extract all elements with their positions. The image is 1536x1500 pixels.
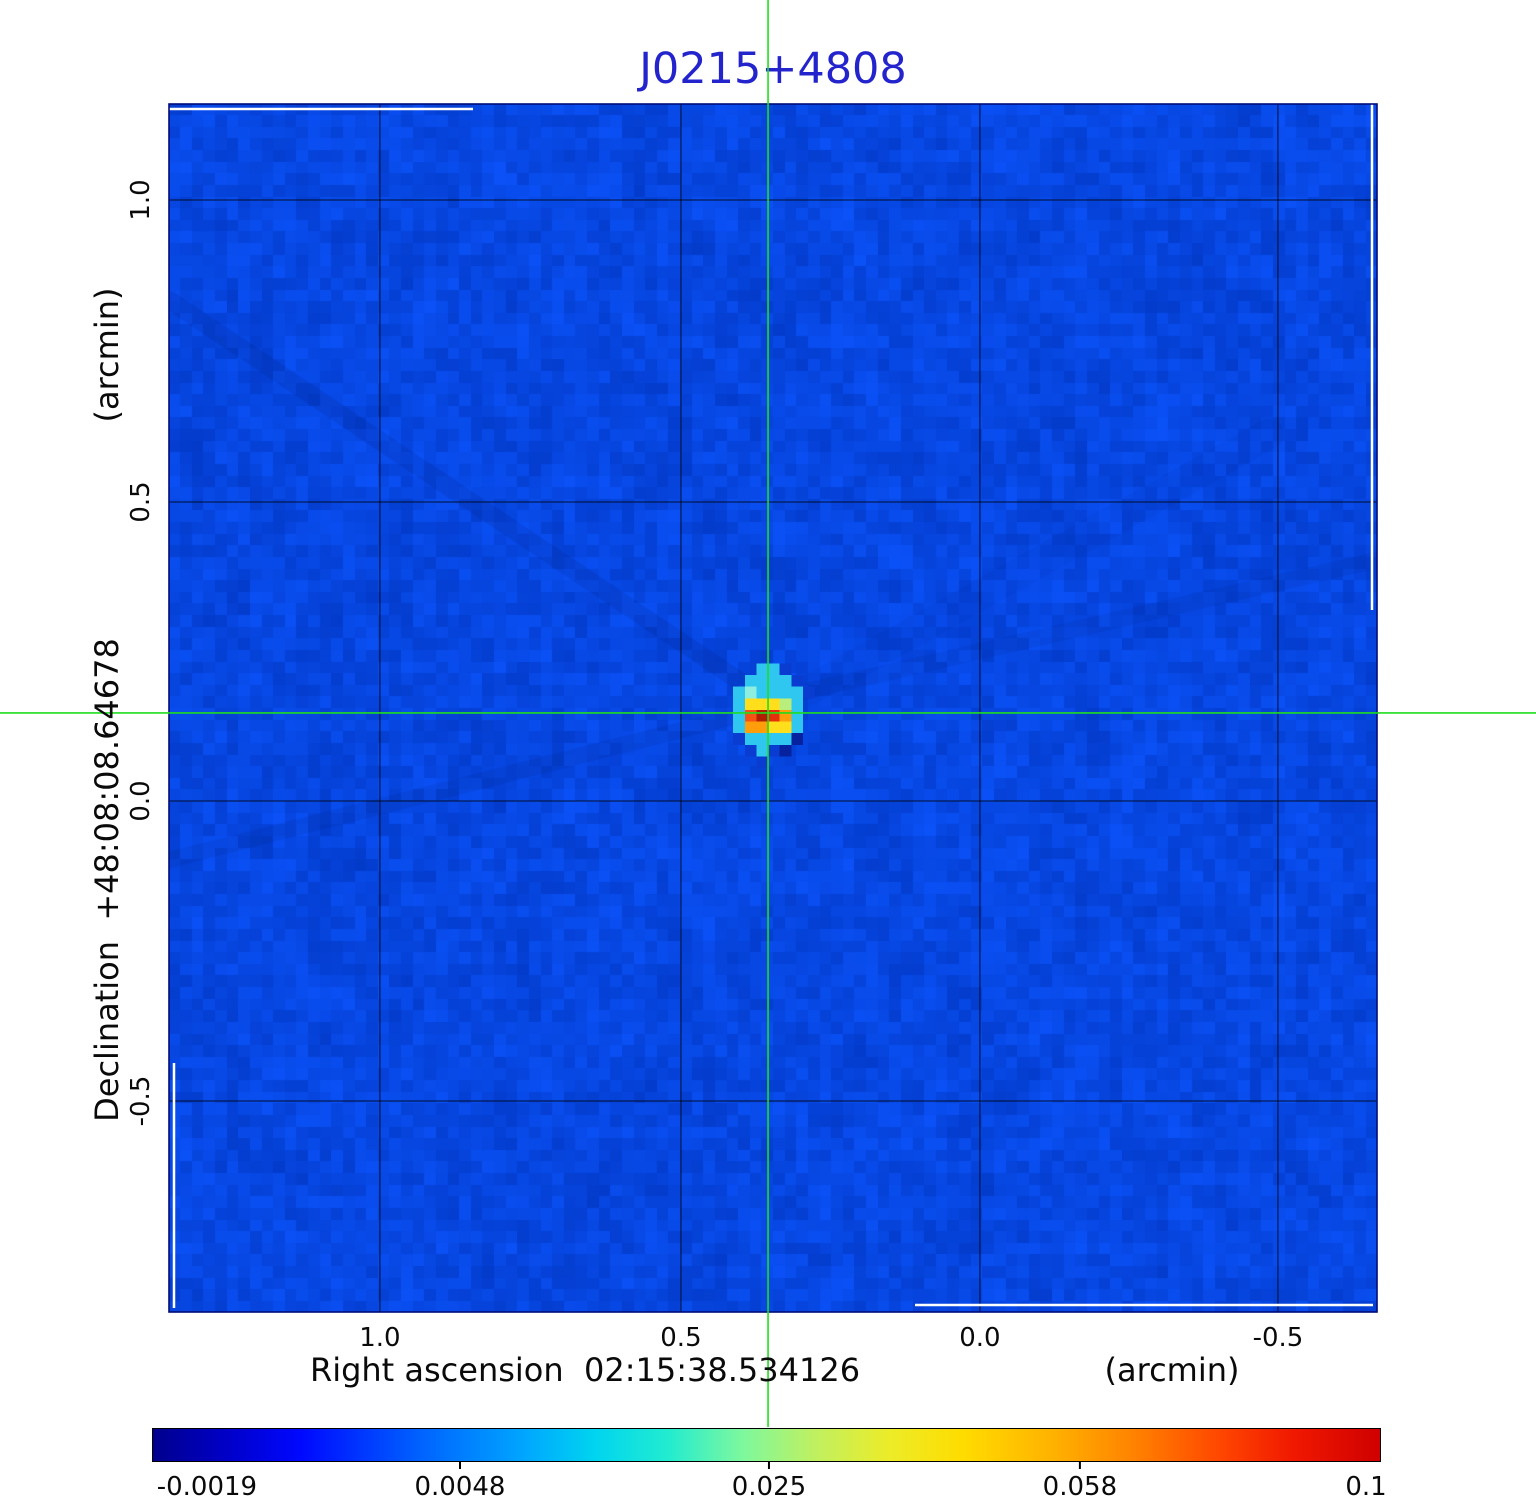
colorbar-tick-label: -0.0019: [156, 1472, 258, 1500]
plot-title: J0215+4808: [639, 44, 907, 94]
y-tick-label: 0.5: [126, 481, 156, 523]
y-tick-label: 0.0: [126, 780, 156, 822]
sky-map-image[interactable]: [169, 104, 1377, 1312]
x-tick-label: -0.5: [1252, 1323, 1304, 1353]
x-axis-unit-label: (arcmin): [1104, 1351, 1240, 1389]
x-tick-label: 1.0: [359, 1323, 401, 1353]
y-tick-label: -0.5: [126, 1075, 156, 1127]
y-axis-unit-label: (arcmin): [88, 287, 126, 423]
colorbar-tick-label: 0.058: [1042, 1472, 1118, 1500]
colorbar: [152, 1428, 1381, 1462]
x-tick-label: 0.5: [660, 1323, 702, 1353]
y-axis-title: Declination +48:08:08.64678: [88, 638, 126, 1122]
colorbar-tick-label: 0.0048: [414, 1472, 506, 1500]
x-tick-label: 0.0: [959, 1323, 1001, 1353]
y-tick-label: 1.0: [126, 179, 156, 221]
x-axis-title: Right ascension 02:15:38.534126: [309, 1351, 861, 1389]
colorbar-tick-label: 0.025: [731, 1472, 807, 1500]
colorbar-tick-label: 0.1: [1345, 1472, 1387, 1500]
